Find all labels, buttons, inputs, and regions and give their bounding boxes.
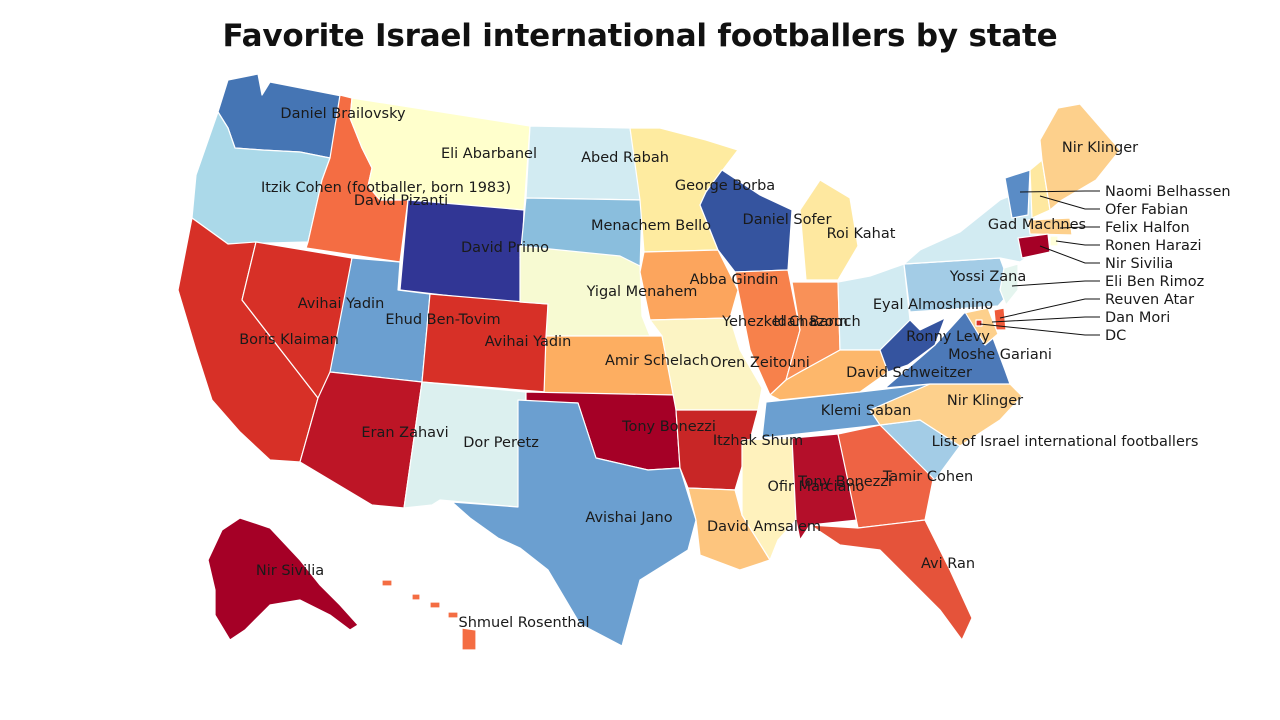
state-label-mt: Eli Abarbanel (441, 146, 537, 162)
state-label-me: Nir Klinger (1062, 140, 1138, 156)
state-label-tn: Klemi Saban (821, 403, 912, 419)
state-label-sd: Menachem Bello (591, 218, 711, 234)
state-ma (1027, 217, 1073, 236)
state-mi (799, 179, 859, 281)
state-label-or: Itzik Cohen (footballer, born 1983) (261, 180, 511, 196)
leader-line-dc (979, 323, 1100, 336)
state-mt (349, 97, 531, 211)
state-tx (451, 399, 697, 647)
state-label-nv: Avihai Yadin (298, 296, 385, 312)
side-label-md: Dan Mori (1105, 310, 1170, 326)
side-label-de: Reuven Atar (1105, 292, 1194, 308)
state-label-co: Avihai Yadin (485, 334, 572, 350)
state-wv (879, 317, 946, 373)
state-label-nm: Dor Peretz (463, 435, 539, 451)
map-title: Favorite Israel international footballer… (222, 18, 1058, 54)
state-label-fl: Avi Ran (921, 556, 975, 572)
state-label-tx: Avishai Jano (585, 510, 672, 526)
state-label-az: Eran Zahavi (361, 425, 448, 441)
state-ca (177, 217, 319, 463)
state-label-hi: Shmuel Rosenthal (458, 615, 589, 631)
state-label-wy: David Primo (461, 240, 549, 256)
state-label-id: David Pizanti (354, 193, 448, 209)
state-la (687, 487, 771, 571)
state-ri (1049, 235, 1059, 247)
labels-layer: Daniel Brailovsky Itzik Cohen (footballer… (239, 106, 1198, 631)
state-label-ca: Boris Klaiman (239, 332, 339, 348)
states-layer (177, 73, 1121, 651)
leader-line-vt (1019, 190, 1100, 193)
state-label-mn: George Borba (675, 178, 775, 194)
leader-line-de (999, 298, 1100, 319)
state-label-sc: List of Israel international footballers (932, 434, 1199, 450)
leader-line-ct (1039, 245, 1100, 264)
state-label-ok: Tony Bonezzi (621, 419, 716, 435)
state-label-ak: Nir Sivilia (256, 563, 324, 579)
state-label-ar: Itzhak Shum (713, 433, 803, 449)
state-dc (975, 319, 983, 327)
side-label-ma: Felix Halfon (1105, 220, 1190, 236)
state-label-in: Idan Baruch (773, 314, 860, 330)
state-label-ks: Amir Schelach (605, 353, 709, 369)
state-label-ny: Gad Machnes (988, 217, 1086, 233)
state-me (1039, 103, 1121, 211)
state-label-pa: Yossi Zana (949, 269, 1026, 285)
leader-line-md (991, 316, 1100, 323)
state-label-al: Tony Bonezzi (797, 474, 892, 490)
leader-line-ri (1055, 240, 1100, 246)
state-mo (649, 317, 763, 411)
leader-line-nj (1011, 280, 1100, 287)
state-label-wi: Daniel Sofer (743, 212, 832, 228)
state-label-mo: Oren Zeitouni (710, 355, 810, 371)
state-label-ia: Abba Gindin (690, 272, 779, 288)
state-label-wv: Ronny Levy (906, 329, 990, 345)
side-label-nj: Eli Ben Rimoz (1105, 274, 1204, 290)
state-ct (1017, 233, 1051, 259)
state-de (993, 307, 1007, 331)
side-label-nh: Ofer Fabian (1105, 202, 1188, 218)
state-label-la: David Amsalem (707, 519, 821, 535)
state-label-ky: David Schweitzer (846, 365, 972, 381)
state-nj (999, 263, 1019, 306)
leader-line-nh (1039, 195, 1100, 210)
state-label-ms: Ofir Marciano (767, 479, 864, 495)
state-label-wa: Daniel Brailovsky (280, 106, 406, 122)
state-vt (1004, 169, 1031, 219)
state-label-ne: Yigal Menahem (586, 284, 698, 300)
side-label-dc: DC (1105, 328, 1126, 344)
state-ak (207, 517, 359, 641)
state-label-oh: Eyal Almoshnino (873, 297, 993, 313)
side-label-vt: Naomi Belhassen (1105, 184, 1231, 200)
state-label-nd: Abed Rabah (581, 150, 669, 166)
side-labels-layer: Naomi Belhassen Ofer Fabian Felix Halfon Ro… (979, 184, 1231, 344)
state-md (939, 307, 999, 346)
state-label-ga: Tamir Cohen (882, 469, 973, 485)
leader-line-ma (1059, 226, 1100, 229)
side-label-ct: Nir Sivilia (1105, 256, 1173, 272)
state-label-va: Moshe Gariani (948, 347, 1052, 363)
state-label-mi: Roi Kahat (827, 226, 896, 242)
state-label-nc: Nir Klinger (947, 393, 1023, 409)
state-label-ut: Ehud Ben-Tovim (385, 312, 500, 328)
state-label-il: Yehezkel Chazom (721, 314, 848, 330)
state-hi (381, 579, 477, 651)
state-fl (809, 519, 973, 641)
side-label-ri: Ronen Harazi (1105, 238, 1201, 254)
